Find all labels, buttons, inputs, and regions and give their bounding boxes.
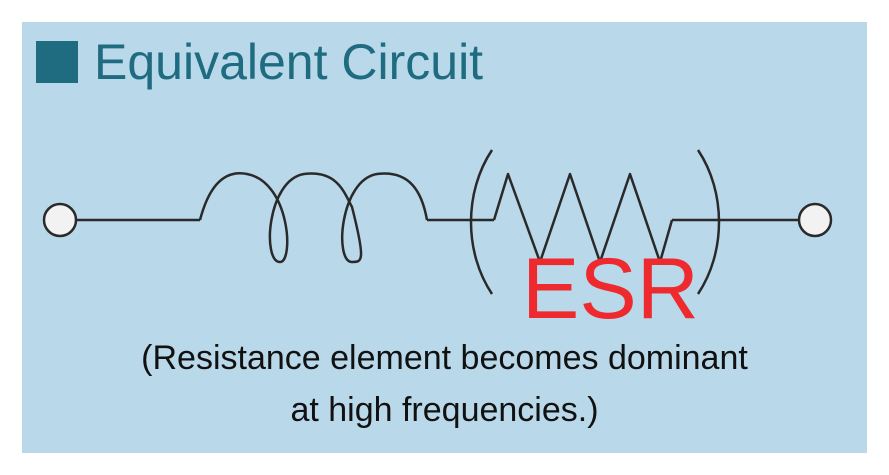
circuit-diagram xyxy=(42,149,833,295)
right-terminal xyxy=(797,202,833,238)
panel-title: Equivalent Circuit xyxy=(94,34,484,90)
resistor-right-bracket xyxy=(696,149,721,295)
title-row: Equivalent Circuit xyxy=(36,30,483,94)
caption-line-2: at high frequencies.) xyxy=(290,391,599,429)
equivalent-circuit-panel: Equivalent Circuit ESR (Resistance eleme… xyxy=(22,22,867,453)
resistor-zigzag xyxy=(492,172,674,264)
title-bullet-icon xyxy=(36,41,78,83)
caption: (Resistance element becomes dominant at … xyxy=(22,332,867,436)
caption-line-1: (Resistance element becomes dominant xyxy=(141,339,748,377)
inductor-coil xyxy=(198,172,429,264)
esr-label: ESR xyxy=(522,241,699,337)
left-terminal xyxy=(42,202,78,238)
resistor-left-bracket xyxy=(469,149,494,295)
